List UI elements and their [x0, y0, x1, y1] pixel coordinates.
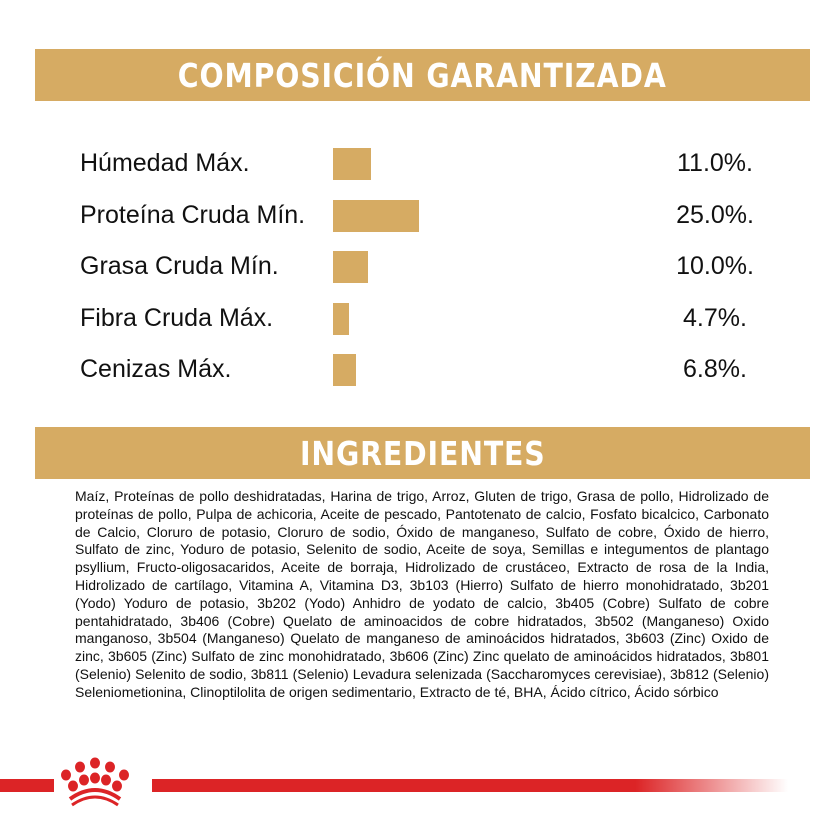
ingredients-title: INGREDIENTES — [299, 433, 546, 473]
row-label: Cenizas Máx. — [80, 355, 232, 383]
footer-red-line-left — [0, 779, 54, 792]
composition-row: Proteína Cruda Mín. 25.0%. — [0, 190, 840, 242]
row-value: 6.8%. — [683, 355, 747, 383]
row-value: 4.7%. — [683, 303, 747, 332]
value-bar — [333, 354, 357, 386]
row-label: Proteína Cruda Mín. — [80, 200, 306, 229]
row-label: Grasa Cruda Mín. — [80, 252, 279, 280]
composition-row: Cenizas Máx. 6.8%. — [0, 344, 840, 396]
value-bar — [333, 251, 368, 283]
royal-canin-crown-icon — [61, 757, 129, 807]
row-value: 11.0%. — [677, 149, 753, 177]
row-label: Húmedad Máx. — [80, 149, 250, 177]
row-value: 10.0%. — [676, 252, 754, 280]
value-bar — [333, 199, 420, 232]
row-label: Fibra Cruda Máx. — [80, 303, 274, 332]
value-bar — [333, 148, 371, 180]
composition-title: COMPOSICIÓN GARANTIZADA — [178, 55, 667, 95]
row-value: 25.0%. — [676, 200, 754, 229]
composition-row: Grasa Cruda Mín. 10.0%. — [0, 241, 840, 293]
composition-row: Fibra Cruda Máx. 4.7%. — [0, 293, 840, 345]
ingredients-text: Maíz, Proteínas de pollo deshidratadas, … — [75, 488, 769, 700]
footer-red-line-right — [152, 779, 788, 792]
ingredients-banner: INGREDIENTES — [35, 427, 810, 479]
composition-banner: COMPOSICIÓN GARANTIZADA — [35, 49, 810, 101]
value-bar — [333, 302, 350, 335]
composition-row: Húmedad Máx. 11.0%. — [0, 138, 840, 190]
